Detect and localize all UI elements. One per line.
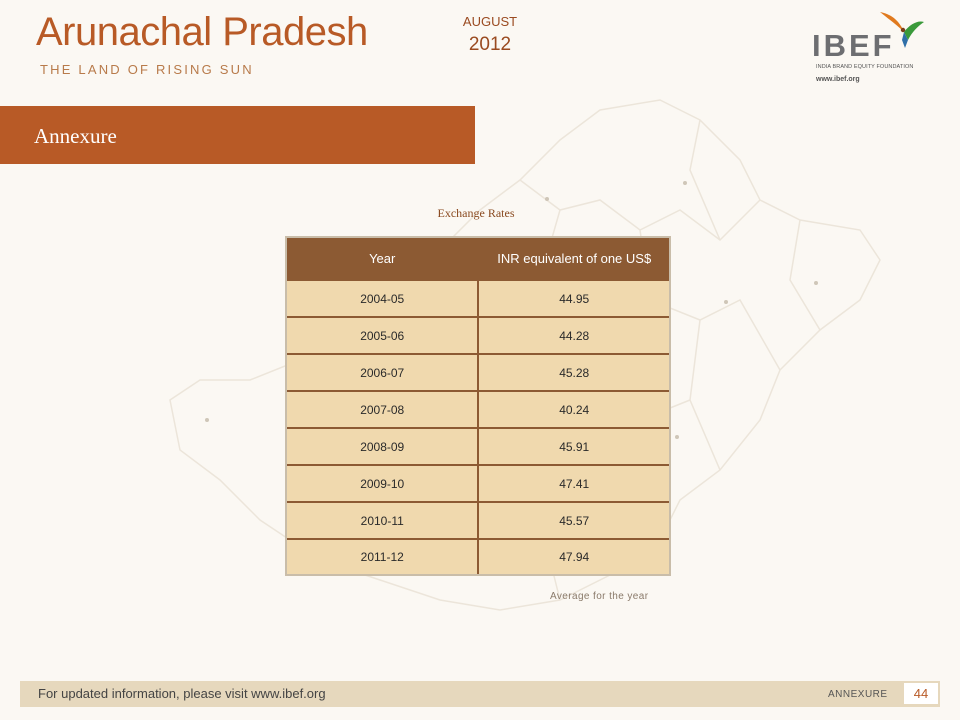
- rate-cell: 47.41: [478, 464, 669, 503]
- section-title: Annexure: [34, 124, 117, 148]
- column-header-year: Year: [287, 238, 480, 280]
- page-number: 44: [904, 683, 938, 704]
- table-row: 2007-08 40.24: [287, 390, 669, 429]
- rate-cell: 44.28: [478, 316, 669, 355]
- year-cell: 2011-12: [287, 538, 480, 574]
- ibef-logo: IBEF INDIA BRAND EQUITY FOUNDATION www.i…: [812, 8, 930, 90]
- year-cell: 2004-05: [287, 278, 480, 318]
- section-bar: Annexure: [0, 106, 475, 164]
- rate-cell: 45.57: [478, 501, 669, 540]
- table-row: 2011-12 47.94: [287, 538, 669, 574]
- footer-bar: For updated information, please visit ww…: [20, 681, 940, 707]
- year-cell: 2009-10: [287, 464, 480, 503]
- table-row: 2008-09 45.91: [287, 427, 669, 466]
- bird-icon: [880, 12, 924, 48]
- logo-url: www.ibef.org: [816, 76, 860, 83]
- year-cell: 2010-11: [287, 501, 480, 540]
- rate-cell: 44.95: [478, 278, 669, 318]
- date-year: 2012: [468, 34, 512, 55]
- table-row: 2006-07 45.28: [287, 353, 669, 392]
- exchange-rate-table: Year INR equivalent of one US$ 2004-05 4…: [285, 236, 671, 576]
- table-row: 2009-10 47.41: [287, 464, 669, 503]
- table-caption: Exchange Rates: [437, 206, 515, 220]
- rate-cell: 45.28: [478, 353, 669, 392]
- year-cell: 2007-08: [287, 390, 480, 429]
- footer-section-label: ANNEXURE: [828, 689, 888, 700]
- table-note: Average for the year: [550, 591, 649, 602]
- page-title: Arunachal Pradesh: [36, 10, 368, 54]
- column-header-inr: INR equivalent of one US$: [478, 238, 669, 280]
- logo-subtext: INDIA BRAND EQUITY FOUNDATION: [816, 64, 914, 70]
- footer-link-text[interactable]: For updated information, please visit ww…: [38, 686, 326, 701]
- date-month: AUGUST: [462, 14, 518, 29]
- logo-text: IBEF: [812, 28, 895, 63]
- table-row: 2005-06 44.28: [287, 316, 669, 355]
- table-row: 2010-11 45.57: [287, 501, 669, 540]
- rate-cell: 40.24: [478, 390, 669, 429]
- rate-cell: 47.94: [478, 538, 669, 574]
- year-cell: 2006-07: [287, 353, 480, 392]
- page-subtitle: THE LAND OF RISING SUN: [40, 62, 254, 77]
- table-header-row: Year INR equivalent of one US$: [287, 238, 669, 280]
- table-row: 2004-05 44.95: [287, 278, 669, 318]
- rate-cell: 45.91: [478, 427, 669, 466]
- year-cell: 2008-09: [287, 427, 480, 466]
- year-cell: 2005-06: [287, 316, 480, 355]
